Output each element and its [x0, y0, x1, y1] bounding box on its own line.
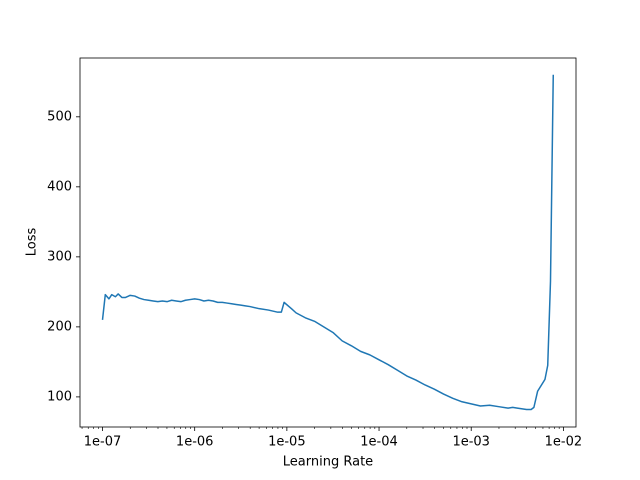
- x-tick-label: 1e-02: [545, 435, 583, 450]
- y-tick-label: 400: [47, 179, 72, 194]
- x-tick-label: 1e-06: [176, 435, 214, 450]
- y-tick-label: 500: [47, 109, 72, 124]
- y-tick-label: 300: [47, 249, 72, 264]
- y-tick-label: 200: [47, 319, 72, 334]
- x-tick-label: 1e-03: [452, 435, 490, 450]
- y-axis-label: Loss: [25, 228, 40, 257]
- x-axis-label: Learning Rate: [283, 455, 373, 470]
- loss-line: [101, 74, 555, 411]
- x-tick-label: 1e-07: [84, 435, 122, 450]
- y-tick-label: 100: [47, 389, 72, 404]
- x-tick-label: 1e-04: [360, 435, 398, 450]
- axes-frame: [79, 57, 577, 428]
- x-tick-label: 1e-05: [268, 435, 306, 450]
